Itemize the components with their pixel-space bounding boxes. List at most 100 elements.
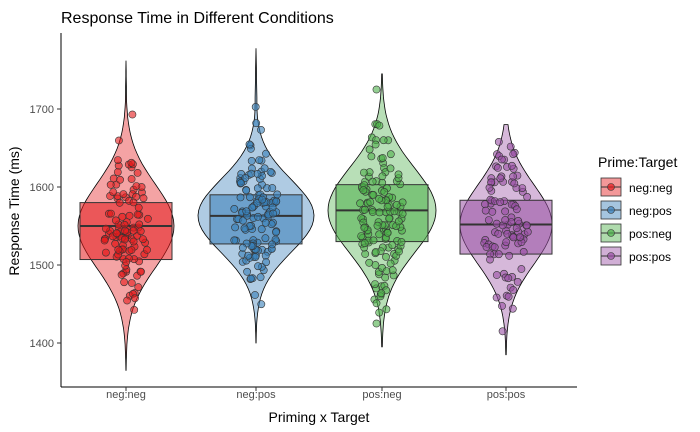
data-point xyxy=(397,238,406,246)
data-point xyxy=(113,168,122,176)
legend-title: Prime:Target xyxy=(598,154,677,170)
data-point xyxy=(132,182,141,190)
data-point xyxy=(255,156,264,164)
data-point xyxy=(380,187,389,196)
data-point xyxy=(492,271,501,279)
data-point xyxy=(121,226,129,235)
data-point xyxy=(254,262,262,271)
data-point xyxy=(523,192,531,201)
data-point xyxy=(127,158,136,167)
data-point xyxy=(257,125,265,134)
data-point xyxy=(501,207,509,216)
violin-group-neg-neg xyxy=(77,60,175,371)
data-point xyxy=(262,149,270,158)
legend-key-point xyxy=(607,206,615,214)
data-point xyxy=(372,319,381,328)
data-point xyxy=(244,251,253,260)
data-point xyxy=(497,155,506,164)
data-point xyxy=(242,207,251,216)
data-point xyxy=(383,228,392,237)
legend-label: neg:neg xyxy=(629,181,672,195)
data-point xyxy=(100,236,109,245)
data-point xyxy=(508,304,517,313)
data-point xyxy=(258,195,267,204)
plot-area xyxy=(77,48,553,371)
data-point xyxy=(116,175,124,184)
data-point xyxy=(369,190,378,199)
data-point xyxy=(268,240,276,249)
data-point xyxy=(134,283,143,292)
data-point xyxy=(143,245,151,254)
y-tick-label: 1700 xyxy=(30,104,54,116)
data-point xyxy=(493,163,502,172)
data-point xyxy=(106,180,115,189)
data-point xyxy=(398,209,407,218)
data-point xyxy=(484,216,493,224)
data-point xyxy=(231,223,239,232)
data-point xyxy=(375,121,384,130)
data-point xyxy=(356,199,364,208)
data-point xyxy=(241,174,250,182)
data-point xyxy=(115,136,123,145)
data-point xyxy=(360,239,369,248)
data-point xyxy=(368,177,377,186)
data-point xyxy=(268,184,277,192)
data-point xyxy=(509,150,518,158)
data-point xyxy=(519,247,528,256)
data-point xyxy=(256,273,265,282)
legend-label: pos:pos xyxy=(629,250,671,264)
data-point xyxy=(120,235,129,244)
legend: Prime:Target neg:neg neg:pos pos:neg pos:po… xyxy=(598,154,677,266)
data-point xyxy=(369,236,378,245)
violin-group-neg-pos xyxy=(197,48,315,344)
data-point xyxy=(516,233,524,241)
data-point xyxy=(236,193,245,202)
data-point xyxy=(273,190,282,199)
data-point xyxy=(230,236,239,245)
data-point xyxy=(137,267,145,276)
data-point xyxy=(127,175,136,183)
y-tick-label: 1500 xyxy=(30,260,54,272)
data-point xyxy=(513,277,522,286)
data-point xyxy=(367,152,376,161)
data-point xyxy=(118,212,127,221)
data-point xyxy=(506,142,515,151)
legend-key-point xyxy=(607,183,615,191)
data-point xyxy=(262,258,270,267)
data-point xyxy=(360,223,369,232)
data-point xyxy=(260,164,269,173)
data-point xyxy=(112,216,120,225)
data-point xyxy=(236,179,245,187)
data-point xyxy=(261,218,270,227)
data-point xyxy=(359,168,368,177)
data-point xyxy=(375,230,384,239)
data-point xyxy=(372,85,381,94)
data-point xyxy=(117,270,126,279)
data-point xyxy=(377,289,386,298)
x-tick-label: pos:pos xyxy=(487,389,526,401)
data-point xyxy=(485,183,494,192)
y-tick-label: 1600 xyxy=(30,182,54,194)
data-point xyxy=(386,164,395,173)
data-point xyxy=(272,228,280,237)
data-point xyxy=(128,110,137,119)
data-point xyxy=(136,227,145,236)
data-point xyxy=(502,238,511,246)
data-point xyxy=(239,216,247,225)
y-axis: 1400 1500 1600 1700 xyxy=(30,104,61,350)
x-tick-label: neg:pos xyxy=(236,389,276,401)
data-point xyxy=(246,274,255,283)
x-tick-label: neg:neg xyxy=(106,389,146,401)
data-point xyxy=(107,209,115,218)
data-point xyxy=(135,220,144,229)
data-point xyxy=(243,267,251,276)
data-point xyxy=(509,233,518,242)
data-point xyxy=(517,265,526,273)
data-point xyxy=(251,103,260,111)
data-point xyxy=(503,229,512,238)
data-point xyxy=(512,224,521,232)
data-point xyxy=(378,154,387,162)
data-point xyxy=(501,216,510,224)
data-point xyxy=(361,250,370,258)
